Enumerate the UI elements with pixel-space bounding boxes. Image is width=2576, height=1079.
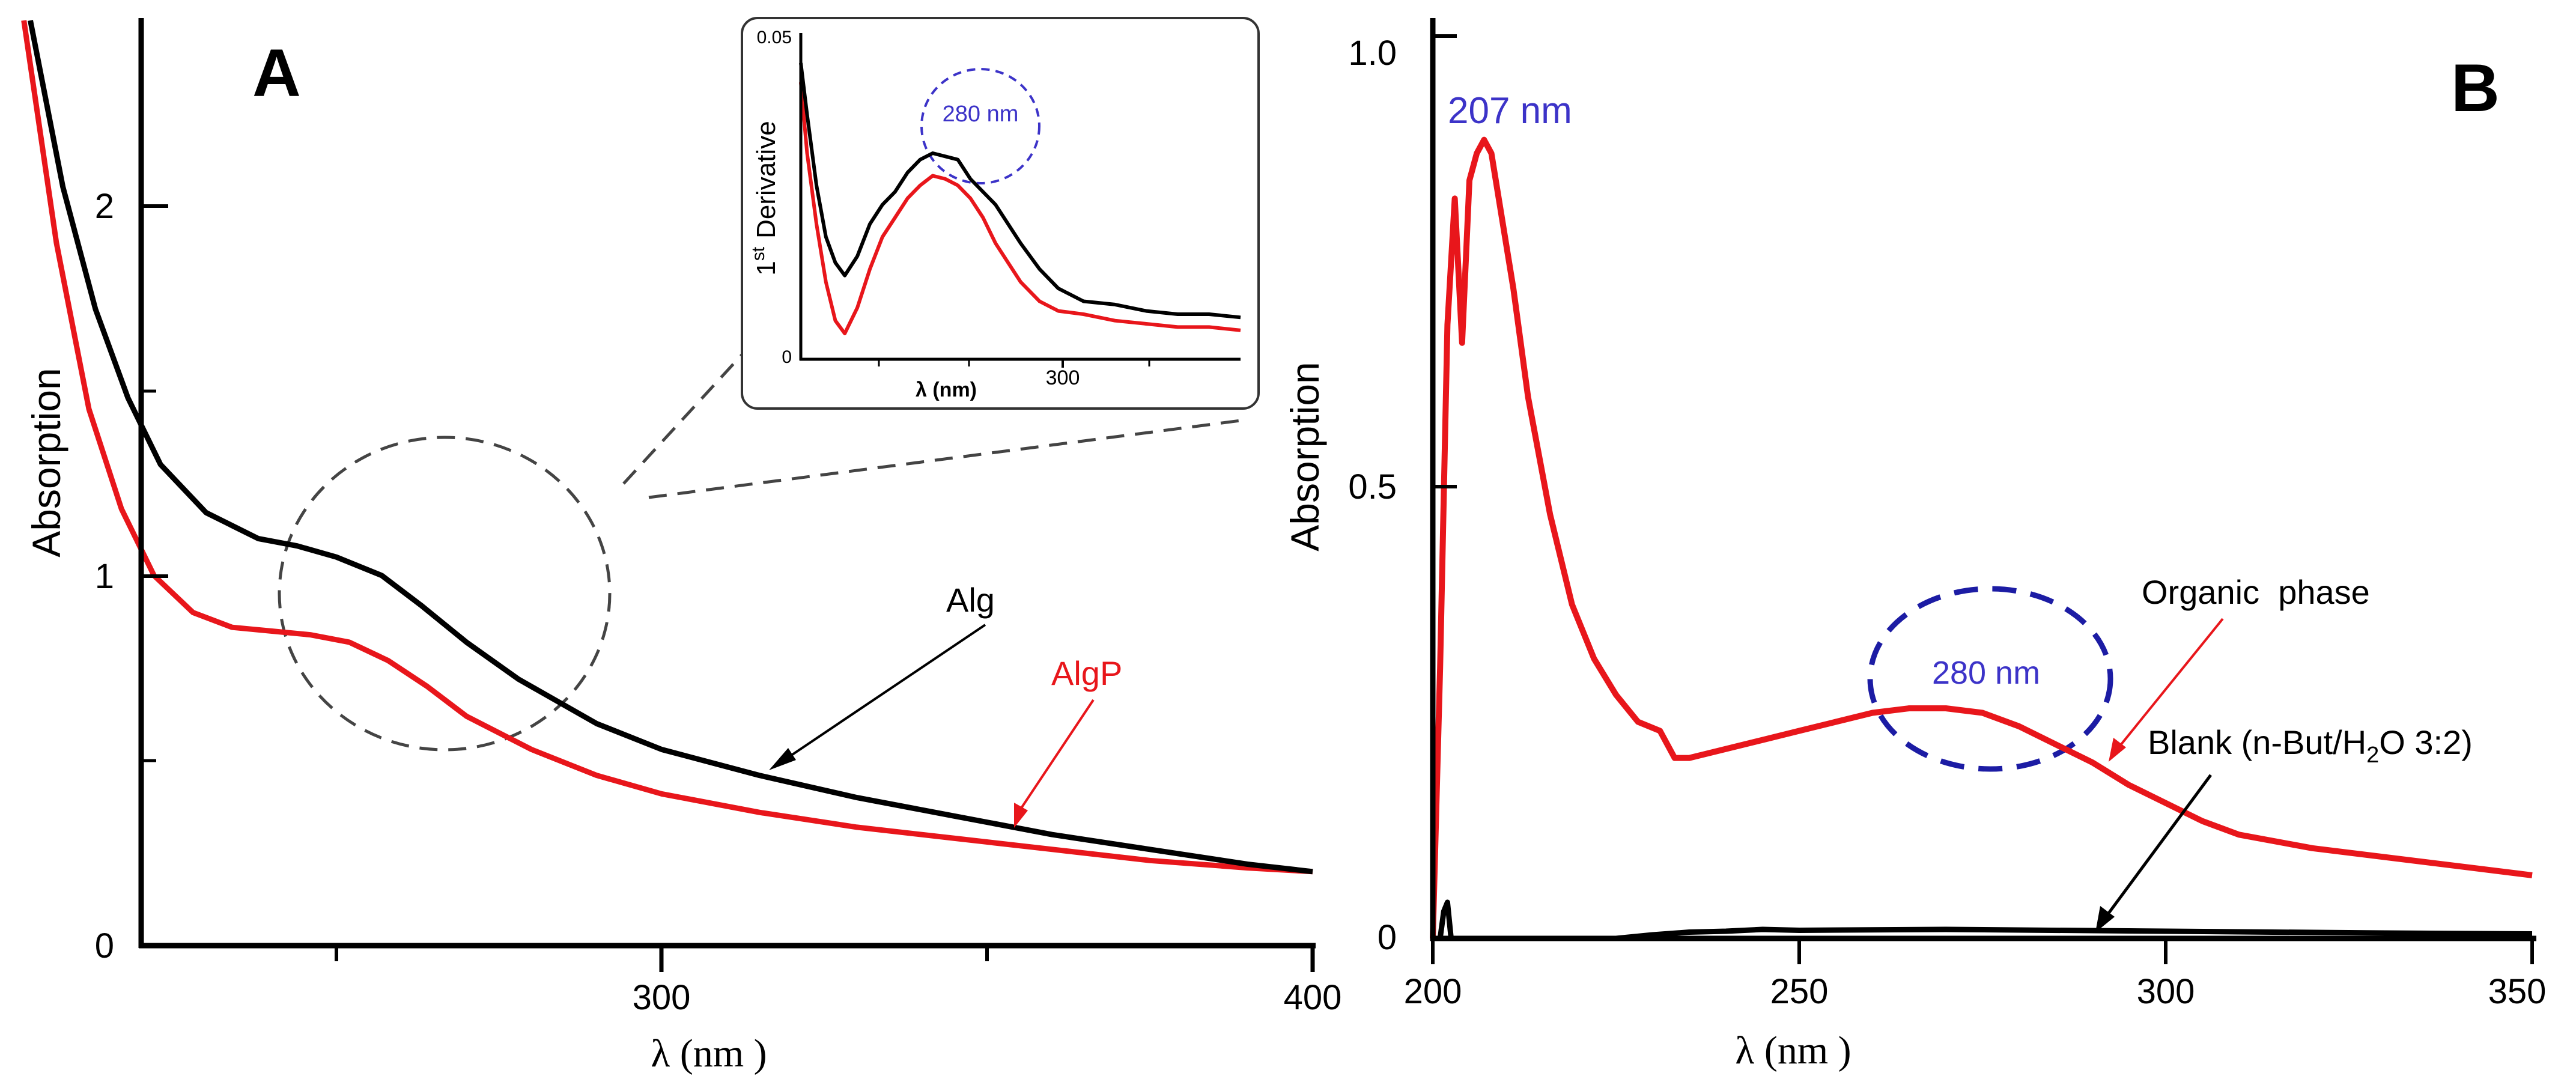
inset-ylabel-prefix: 1 xyxy=(752,261,781,275)
panel-a-annotation-alg: Alg xyxy=(946,581,995,619)
panel-b-xtick-label: 300 xyxy=(2137,972,2195,1011)
inset-ylabel-main: Derivative xyxy=(752,121,781,239)
panel-b-xtick-label: 250 xyxy=(1770,972,1829,1011)
panel-b-y-axis-label: Absorption xyxy=(1283,362,1327,552)
panel-b-ytick-label: 0.5 xyxy=(1348,467,1397,506)
panel-a-y-axis-label: Absorption xyxy=(24,368,68,558)
panel-a-axes: 300 400 0 1 2 λ (nm ) Absorption xyxy=(24,18,1341,1075)
panel-b-arrow-blank xyxy=(2107,774,2213,914)
panel-b-series-blank xyxy=(1433,899,2533,941)
panel-a-highlight-circle xyxy=(278,436,612,752)
panel-b-x-axis-label: λ (nm ) xyxy=(1735,1029,1851,1072)
panel-a-xtick-label: 300 xyxy=(633,978,691,1017)
panel-b-annotations: Organic phase Blank (n-But/H2O 3:2) xyxy=(2095,573,2473,932)
panel-a-series-alg xyxy=(28,20,1313,875)
panel-b-arrowhead-organic xyxy=(2109,738,2126,762)
inset-alg-line xyxy=(799,62,1241,320)
panel-b-ytick-label: 0 xyxy=(1378,918,1397,957)
panel-b-blank-label-suffix: O 3:2) xyxy=(2379,723,2473,761)
panel-a-ytick-label: 2 xyxy=(95,187,114,226)
inset-x-axis-label: λ (nm) xyxy=(916,378,977,401)
panel-b: B 207 nm 280 nm 200 250 300 350 0 0.5 1 xyxy=(1283,18,2546,1072)
panel-b-blank-label-sub: 2 xyxy=(2366,743,2379,768)
inset: 280 nm 300 λ (nm) 0 0.05 1st Derivative xyxy=(741,17,1260,410)
panel-a-ytick-label: 0 xyxy=(95,926,114,965)
panel-a-arrow-algp xyxy=(1020,699,1095,809)
inset-series-algp xyxy=(799,82,1241,336)
panel-a-zoom-line-bottom xyxy=(648,419,1241,499)
panel-b-xtick-label: 200 xyxy=(1404,972,1462,1011)
panel-b-arrow-organic xyxy=(2119,618,2224,746)
panel-a-ytick-label: 1 xyxy=(95,557,114,596)
panel-a-zoom-line-top xyxy=(622,350,746,485)
inset-ytick-label: 0.05 xyxy=(757,28,792,47)
panel-a-x-axis-label: λ (nm ) xyxy=(651,1032,767,1075)
inset-peak-circle xyxy=(920,68,1040,184)
panel-a-annotations: Alg AlgP xyxy=(769,581,1122,828)
panel-a-alg-line xyxy=(28,20,1313,875)
panel-a-arrow-alg xyxy=(786,624,986,759)
panel-a-highlight xyxy=(278,350,1241,752)
inset-xtick-label: 300 xyxy=(1046,366,1080,389)
inset-series-alg xyxy=(799,62,1241,320)
panel-a-label: A xyxy=(252,35,301,111)
panel-a-xtick-label: 400 xyxy=(1284,978,1342,1017)
panel-b-peak-label-280: 280 nm xyxy=(1932,655,2040,691)
panel-b-blank-label-prefix: Blank (n-But/H xyxy=(2148,723,2366,761)
panel-a-annotation-algp: AlgP xyxy=(1051,654,1122,692)
panel-b-axes: 200 250 300 350 0 0.5 1.0 λ (nm ) Absorp… xyxy=(1283,18,2546,1072)
panel-b-organic-phase-line xyxy=(1430,136,2533,939)
panel-b-peak-label-207: 207 nm xyxy=(1448,90,1572,132)
panel-b-xtick-label: 350 xyxy=(2488,972,2547,1011)
panel-b-arrowhead-blank xyxy=(2095,906,2115,932)
inset-axes: 300 λ (nm) 0 0.05 1st Derivative xyxy=(749,28,1241,401)
panel-b-series-organic xyxy=(1430,136,2533,939)
panel-a-arrowhead-alg xyxy=(769,748,796,770)
panel-a-arrowhead-algp xyxy=(1014,803,1028,828)
inset-algp-line xyxy=(799,82,1241,336)
panel-b-annotation-organic: Organic phase xyxy=(2142,573,2370,611)
panel-b-peak-circle xyxy=(1867,586,2113,772)
inset-y-axis-label: 1st Derivative xyxy=(749,121,781,275)
inset-ylabel-superscript: st xyxy=(749,246,768,261)
inset-peak-label: 280 nm xyxy=(943,102,1019,127)
panel-a: A 300 400 0 1 2 xyxy=(21,18,1341,1075)
panel-b-label: B xyxy=(2451,50,2500,126)
panel-b-annotation-blank: Blank (n-But/H2O 3:2) xyxy=(2148,723,2473,768)
panel-b-ytick-label: 1.0 xyxy=(1348,34,1397,73)
panel-b-blank-line xyxy=(1433,899,2533,941)
inset-ytick-label: 0 xyxy=(782,347,792,367)
